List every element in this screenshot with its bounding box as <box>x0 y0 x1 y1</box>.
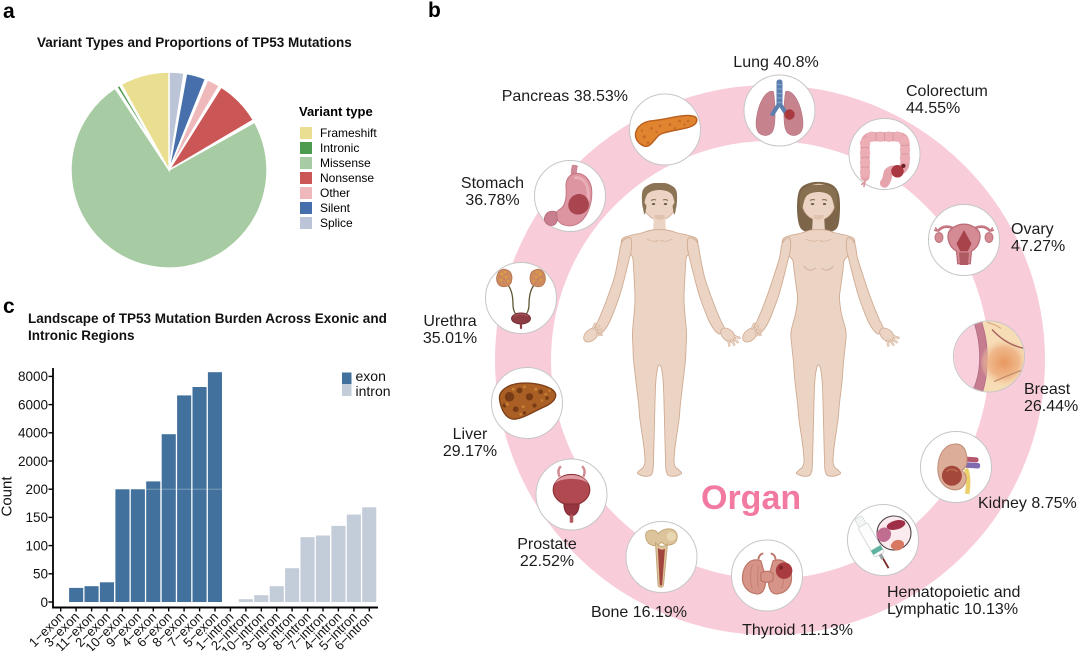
svg-text:100: 100 <box>25 538 48 553</box>
svg-text:200: 200 <box>25 482 48 497</box>
svg-text:8000: 8000 <box>18 369 48 384</box>
svg-text:0: 0 <box>40 595 48 610</box>
svg-text:6000: 6000 <box>18 397 48 412</box>
svg-text:exon: exon <box>356 368 386 384</box>
svg-text:50: 50 <box>33 567 48 582</box>
svg-text:intron: intron <box>356 383 391 399</box>
svg-text:2000: 2000 <box>18 454 48 469</box>
svg-text:150: 150 <box>25 510 48 525</box>
svg-text:4000: 4000 <box>18 426 48 441</box>
